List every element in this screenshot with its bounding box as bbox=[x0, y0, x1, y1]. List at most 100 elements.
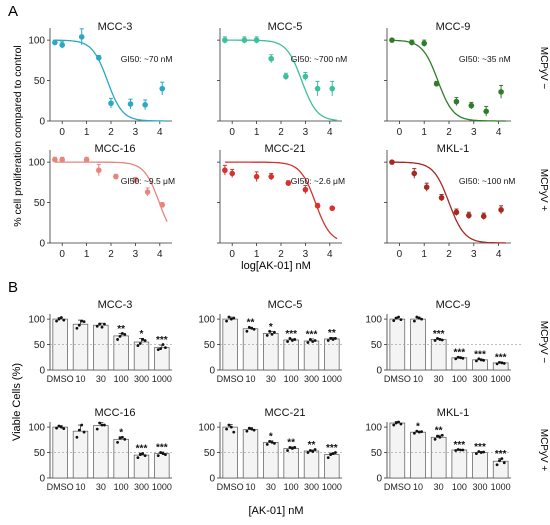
y-tick-label: 100 bbox=[365, 315, 382, 326]
replicate-point bbox=[394, 421, 398, 425]
data-point bbox=[421, 40, 428, 47]
chart-title: MCC-16 bbox=[95, 407, 136, 419]
replicate-point bbox=[100, 423, 104, 427]
x-tick-label: 2 bbox=[446, 127, 452, 138]
data-point bbox=[83, 156, 90, 163]
data-point bbox=[253, 37, 260, 43]
replicate-point bbox=[75, 326, 79, 330]
replicate-point bbox=[156, 348, 160, 352]
replicate-point bbox=[229, 425, 233, 429]
replicate-point bbox=[141, 338, 145, 341]
replicate-point bbox=[57, 424, 61, 428]
replicate-point bbox=[415, 429, 419, 433]
replicate-point bbox=[293, 446, 297, 449]
replicate-point bbox=[498, 459, 501, 463]
fit-curve bbox=[391, 39, 506, 122]
bar bbox=[72, 430, 89, 479]
data-point bbox=[498, 89, 504, 95]
bar bbox=[133, 341, 150, 371]
category-label: 300 bbox=[134, 374, 149, 384]
y-tick-label: 0 bbox=[39, 474, 45, 485]
x-tick-label: 0 bbox=[397, 127, 403, 138]
replicate-point bbox=[433, 339, 437, 342]
data-point bbox=[389, 37, 395, 43]
data-point bbox=[483, 108, 490, 115]
replicate-point bbox=[502, 361, 506, 365]
replicate-point bbox=[55, 319, 58, 323]
y-tick-label: 0 bbox=[209, 474, 215, 485]
significance-marker: *** bbox=[453, 440, 465, 451]
replicate-point bbox=[120, 331, 124, 335]
chart-title: MKL-1 bbox=[437, 407, 469, 419]
replicate-point bbox=[334, 337, 337, 340]
replicate-point bbox=[420, 317, 423, 321]
replicate-point bbox=[415, 315, 419, 319]
replicate-point bbox=[118, 436, 122, 440]
data-point bbox=[409, 39, 415, 46]
x-tick-label: 3 bbox=[133, 249, 139, 260]
data-point bbox=[253, 173, 260, 180]
section-b-row-label-pos: MCPyV + bbox=[538, 429, 549, 472]
replicate-point bbox=[59, 316, 63, 319]
category-label: 300 bbox=[304, 374, 319, 384]
significance-marker: ** bbox=[117, 324, 125, 335]
replicate-point bbox=[232, 316, 236, 320]
replicate-point bbox=[482, 450, 485, 454]
category-label: 30 bbox=[96, 482, 106, 492]
bar bbox=[472, 452, 488, 479]
dose-response-plot-mcc-3: 0 50 100 0 1 2 3 4 MCC-3 GI50: ~70 nM bbox=[28, 21, 172, 138]
data-point bbox=[144, 189, 151, 195]
category-label: 10 bbox=[245, 374, 255, 384]
bar bbox=[451, 357, 468, 371]
section-b-ylabel: Viable Cells (%) bbox=[11, 363, 23, 441]
replicate-point bbox=[459, 448, 462, 452]
replicate-point bbox=[123, 332, 127, 336]
replicate-point bbox=[479, 451, 483, 454]
replicate-point bbox=[98, 322, 102, 326]
bar bbox=[113, 438, 129, 479]
replicate-point bbox=[331, 452, 335, 455]
bar bbox=[324, 338, 340, 371]
data-point bbox=[96, 55, 102, 61]
y-tick-label: 0 bbox=[209, 366, 215, 377]
replicate-point bbox=[286, 340, 289, 343]
replicate-point bbox=[461, 356, 465, 360]
bar bbox=[324, 454, 340, 479]
replicate-point bbox=[290, 447, 294, 450]
bar bbox=[389, 422, 406, 479]
category-label: 300 bbox=[134, 482, 149, 492]
significance-marker: *** bbox=[156, 443, 168, 454]
replicate-point bbox=[103, 322, 106, 326]
replicate-point bbox=[454, 357, 458, 361]
bar bbox=[430, 339, 447, 371]
section-b-row-label-neg: MCPyV − bbox=[538, 321, 549, 364]
data-point bbox=[132, 177, 139, 183]
replicate-point bbox=[420, 430, 423, 434]
replicate-point bbox=[82, 320, 86, 324]
gi50-annotation: GI50: ~35 nM bbox=[459, 54, 511, 64]
data-point bbox=[59, 156, 65, 163]
category-label: 1000 bbox=[322, 482, 342, 492]
replicate-point bbox=[123, 437, 127, 441]
y-tick-label: 50 bbox=[371, 340, 383, 351]
replicate-point bbox=[456, 448, 460, 451]
data-point bbox=[96, 167, 102, 174]
data-point bbox=[222, 37, 228, 43]
chart-title: MCC-5 bbox=[268, 299, 303, 311]
replicate-point bbox=[440, 433, 444, 437]
category-label: DMSO bbox=[47, 482, 74, 492]
significance-marker: * bbox=[269, 431, 273, 442]
bar bbox=[430, 436, 447, 479]
replicate-point bbox=[482, 358, 485, 362]
significance-marker: *** bbox=[156, 335, 168, 346]
panel-label-b: B bbox=[8, 279, 18, 296]
x-tick-label: 3 bbox=[471, 249, 477, 260]
replicate-point bbox=[313, 339, 317, 342]
data-point bbox=[159, 202, 166, 208]
category-label: 1000 bbox=[322, 374, 342, 384]
replicate-point bbox=[95, 427, 99, 431]
data-point bbox=[241, 37, 248, 43]
category-label: 300 bbox=[304, 482, 319, 492]
gi50-annotation: GI50: ~70 nM bbox=[121, 54, 173, 64]
bar bbox=[72, 323, 89, 371]
